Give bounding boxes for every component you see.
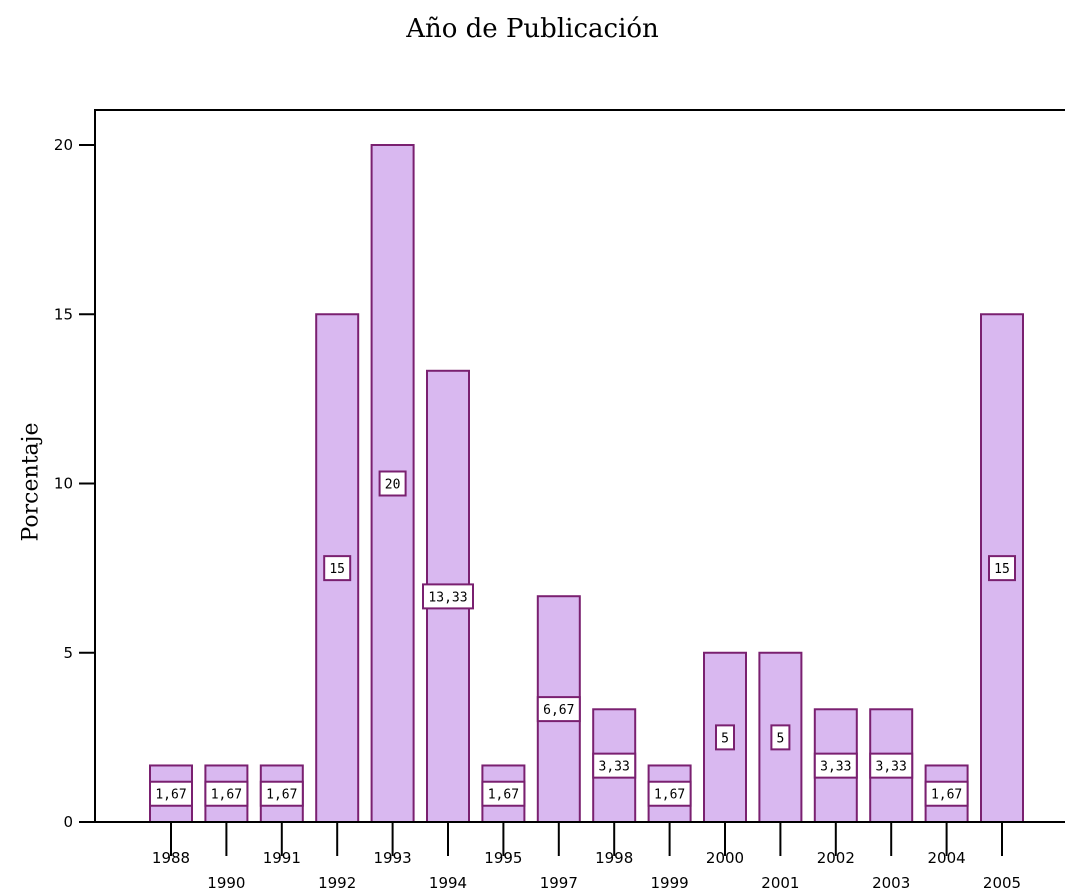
data-label: 15 bbox=[329, 562, 345, 577]
x-tick-label: 1992 bbox=[318, 874, 356, 891]
data-label-box bbox=[647, 780, 692, 807]
data-label: 1,67 bbox=[654, 788, 685, 803]
x-tick-label: 2005 bbox=[983, 874, 1021, 891]
data-label-box bbox=[988, 555, 1016, 582]
data-label-box bbox=[149, 780, 193, 807]
axes-group: 0 5 10 15 20 1988 1990 1991 1992 1993 1994 1995 1997… bbox=[54, 109, 1065, 891]
data-label-box bbox=[204, 780, 249, 807]
x-tick-label: 1994 bbox=[429, 874, 467, 891]
data-label: 15 bbox=[994, 562, 1010, 577]
x-tick-label: 2003 bbox=[872, 874, 910, 891]
data-label: 1,67 bbox=[266, 788, 297, 803]
data-label: 1,67 bbox=[488, 788, 519, 803]
y-tick-label: 5 bbox=[63, 644, 73, 662]
x-tick-label: 1988 bbox=[152, 849, 190, 867]
data-label-box bbox=[323, 555, 352, 582]
data-label-box bbox=[259, 780, 304, 807]
y-tick-label: 10 bbox=[54, 475, 73, 493]
x-tick-label: 1999 bbox=[651, 874, 689, 891]
data-label: 6,67 bbox=[543, 703, 574, 718]
data-label-box bbox=[481, 780, 526, 807]
data-labels-group: 1,67 1,67 1,67 15 20 13,33 1,67 6,67 3,33 1,67 5 5 3… bbox=[149, 470, 1016, 807]
data-label-box bbox=[536, 696, 581, 723]
data-label: 1,67 bbox=[931, 788, 962, 803]
chart-title: Año de Publicación bbox=[406, 14, 659, 44]
x-tick-label: 1995 bbox=[484, 849, 522, 867]
data-label: 3,33 bbox=[820, 760, 851, 775]
x-tick-label: 1990 bbox=[207, 874, 245, 891]
data-label-box bbox=[592, 752, 637, 779]
data-label-box bbox=[924, 780, 969, 807]
data-label: 3,33 bbox=[876, 760, 907, 775]
data-label-box bbox=[378, 470, 407, 497]
y-tick-label: 20 bbox=[54, 136, 73, 154]
x-tick-label: 2004 bbox=[928, 849, 966, 867]
x-tick-label: 1997 bbox=[540, 874, 578, 891]
y-tick-label: 0 bbox=[63, 813, 73, 831]
data-label-box bbox=[813, 752, 858, 779]
x-tick-label: 1993 bbox=[374, 849, 412, 867]
x-tick-label: 1991 bbox=[263, 849, 301, 867]
data-label-box bbox=[869, 752, 914, 779]
y-tick-label: 15 bbox=[54, 305, 73, 323]
bars-group bbox=[149, 144, 1024, 824]
x-tick-label: 2002 bbox=[817, 849, 855, 867]
plot-frame bbox=[94, 109, 1065, 822]
data-label-box bbox=[770, 724, 791, 751]
data-label-box bbox=[715, 724, 735, 751]
data-label: 13,33 bbox=[428, 590, 467, 605]
data-label: 1,67 bbox=[211, 788, 242, 803]
data-label: 20 bbox=[385, 478, 401, 493]
x-tick-label: 2001 bbox=[761, 874, 799, 891]
data-label: 3,33 bbox=[599, 760, 630, 775]
data-label-box bbox=[422, 583, 474, 610]
x-tick-label: 2000 bbox=[706, 849, 744, 867]
data-label: 1,67 bbox=[155, 788, 186, 803]
data-label: 5 bbox=[721, 731, 729, 746]
data-label: 5 bbox=[776, 731, 784, 746]
x-tick-label: 1998 bbox=[595, 849, 633, 867]
